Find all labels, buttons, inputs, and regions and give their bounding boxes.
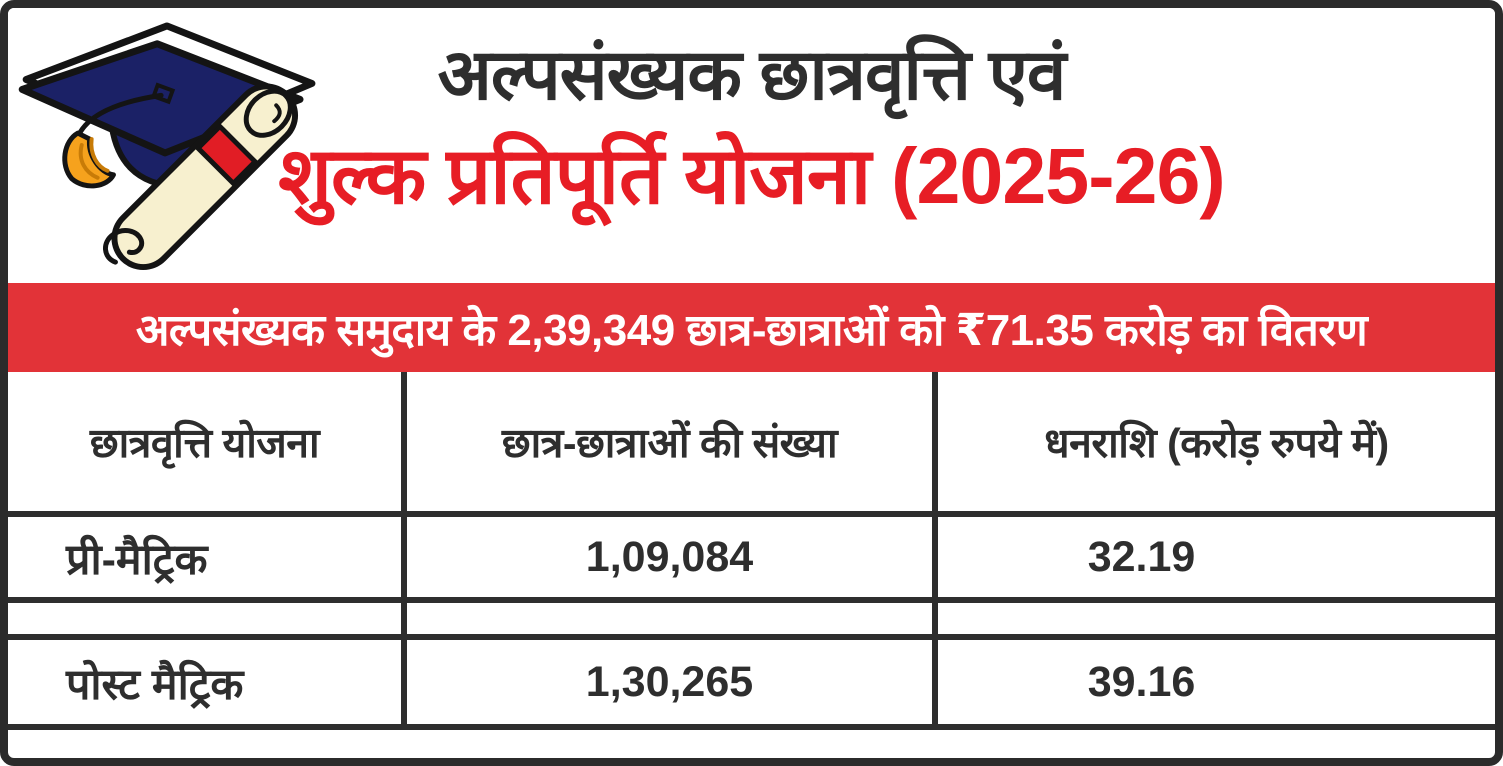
- table-row-pre-matric: प्री-मैट्रिक 1,09,084 32.19: [8, 517, 1495, 603]
- amount-crore: 39.16: [1087, 657, 1196, 706]
- student-count: 1,09,084: [407, 517, 938, 597]
- graduation-cap-diploma-icon: [16, 16, 334, 274]
- page-title: अल्पसंख्यक छात्रवृत्ति एवं शुल्क प्रतिपू…: [8, 32, 1495, 224]
- summary-banner-text: अल्पसंख्यक समुदाय के 2,39,349 छात्र-छात्…: [135, 305, 1368, 355]
- scheme-name: पोस्ट मैट्रिक: [8, 640, 407, 724]
- title-line-2: शुल्क प्रतिपूर्ति योजना (2025-26): [278, 130, 1225, 220]
- table-row-post-matric: पोस्ट मैट्रिक 1,30,265 39.16: [8, 640, 1495, 730]
- column-header-student-count: छात्र-छात्राओं की संख्या: [407, 372, 938, 511]
- amount-crore: 32.19: [1087, 532, 1196, 581]
- title-line-1: अल्पसंख्यक छात्रवृत्ति एवं: [437, 36, 1067, 115]
- summary-banner: अल्पसंख्यक समुदाय के 2,39,349 छात्र-छात्…: [8, 283, 1495, 372]
- scheme-name: प्री-मैट्रिक: [8, 517, 407, 597]
- table-bottom-strip: [8, 730, 1495, 758]
- table-spacer-row: [8, 603, 1495, 640]
- table-header-row: छात्रवृत्ति योजना छात्र-छात्राओं की संख्…: [8, 372, 1495, 517]
- column-header-scheme: छात्रवृत्ति योजना: [8, 372, 407, 511]
- student-count: 1,30,265: [407, 640, 938, 724]
- column-header-amount: धनराशि (करोड़ रुपये में): [1044, 419, 1389, 466]
- header: अल्पसंख्यक छात्रवृत्ति एवं शुल्क प्रतिपू…: [8, 8, 1495, 283]
- scholarship-table: छात्रवृत्ति योजना छात्र-छात्राओं की संख्…: [8, 372, 1495, 758]
